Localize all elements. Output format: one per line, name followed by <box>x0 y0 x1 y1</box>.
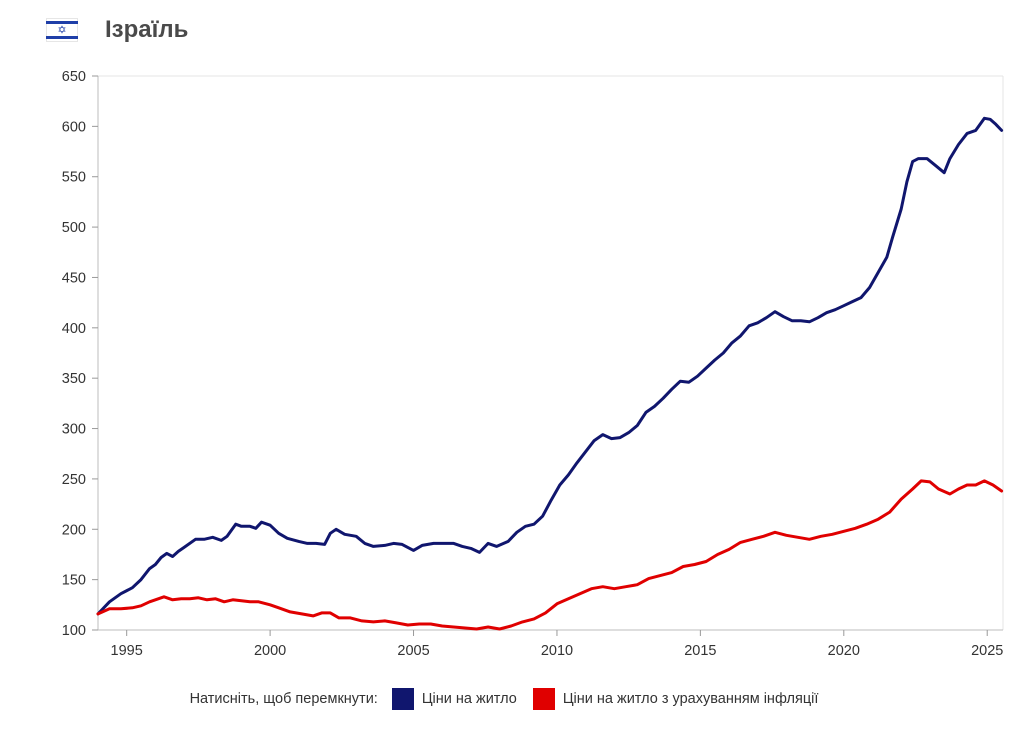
legend-item-real-house-prices[interactable]: Ціни на житло з урахуванням інфляції <box>532 688 819 710</box>
legend-label-real-house-prices[interactable]: Ціни на житло з урахуванням інфляції <box>562 691 819 707</box>
y-tick-label: 300 <box>62 422 86 438</box>
chart-header: ✡ Ізраїль <box>46 14 188 46</box>
legend-swatch-real-house-prices[interactable] <box>532 688 555 710</box>
y-tick-label: 200 <box>62 522 86 538</box>
y-tick-label: 250 <box>62 472 86 488</box>
x-tick-label: 2015 <box>684 643 716 659</box>
israel-flag-icon: ✡ <box>46 18 78 42</box>
y-tick-label: 600 <box>62 119 86 135</box>
legend: Натисніть, щоб перемкнути: Ціни на житло… <box>0 688 1024 710</box>
y-tick-label: 550 <box>62 170 86 186</box>
series-line-house-prices <box>96 116 1004 616</box>
legend-prompt: Натисніть, щоб перемкнути: <box>189 691 378 707</box>
y-tick-label: 100 <box>62 623 86 639</box>
x-tick-label: 2010 <box>541 643 573 659</box>
x-tick-label: 2020 <box>828 643 860 659</box>
legend-swatch-house-prices[interactable] <box>391 688 414 710</box>
x-tick-label: 2000 <box>254 643 286 659</box>
y-tick-label: 350 <box>62 371 86 387</box>
chart-title: Ізраїль <box>105 16 189 43</box>
x-tick-label: 2025 <box>971 643 1003 659</box>
chart-axes: 100 150 200 250 300 350 400 450 500 550 600 650 1995… <box>62 69 1004 659</box>
y-tick-label: 400 <box>62 321 86 337</box>
series-line-real-house-prices <box>96 479 1004 631</box>
y-tick-label: 150 <box>62 573 86 589</box>
legend-label-house-prices[interactable]: Ціни на житло <box>421 691 517 707</box>
y-tick-label: 450 <box>62 270 86 286</box>
y-tick-label: 650 <box>62 69 86 85</box>
legend-item-house-prices[interactable]: Ціни на житло <box>391 688 517 710</box>
x-tick-label: 2005 <box>397 643 429 659</box>
star-of-david-icon: ✡ <box>57 23 67 37</box>
chart-series <box>96 116 1004 631</box>
y-tick-label: 500 <box>62 220 86 236</box>
x-tick-label: 1995 <box>111 643 143 659</box>
